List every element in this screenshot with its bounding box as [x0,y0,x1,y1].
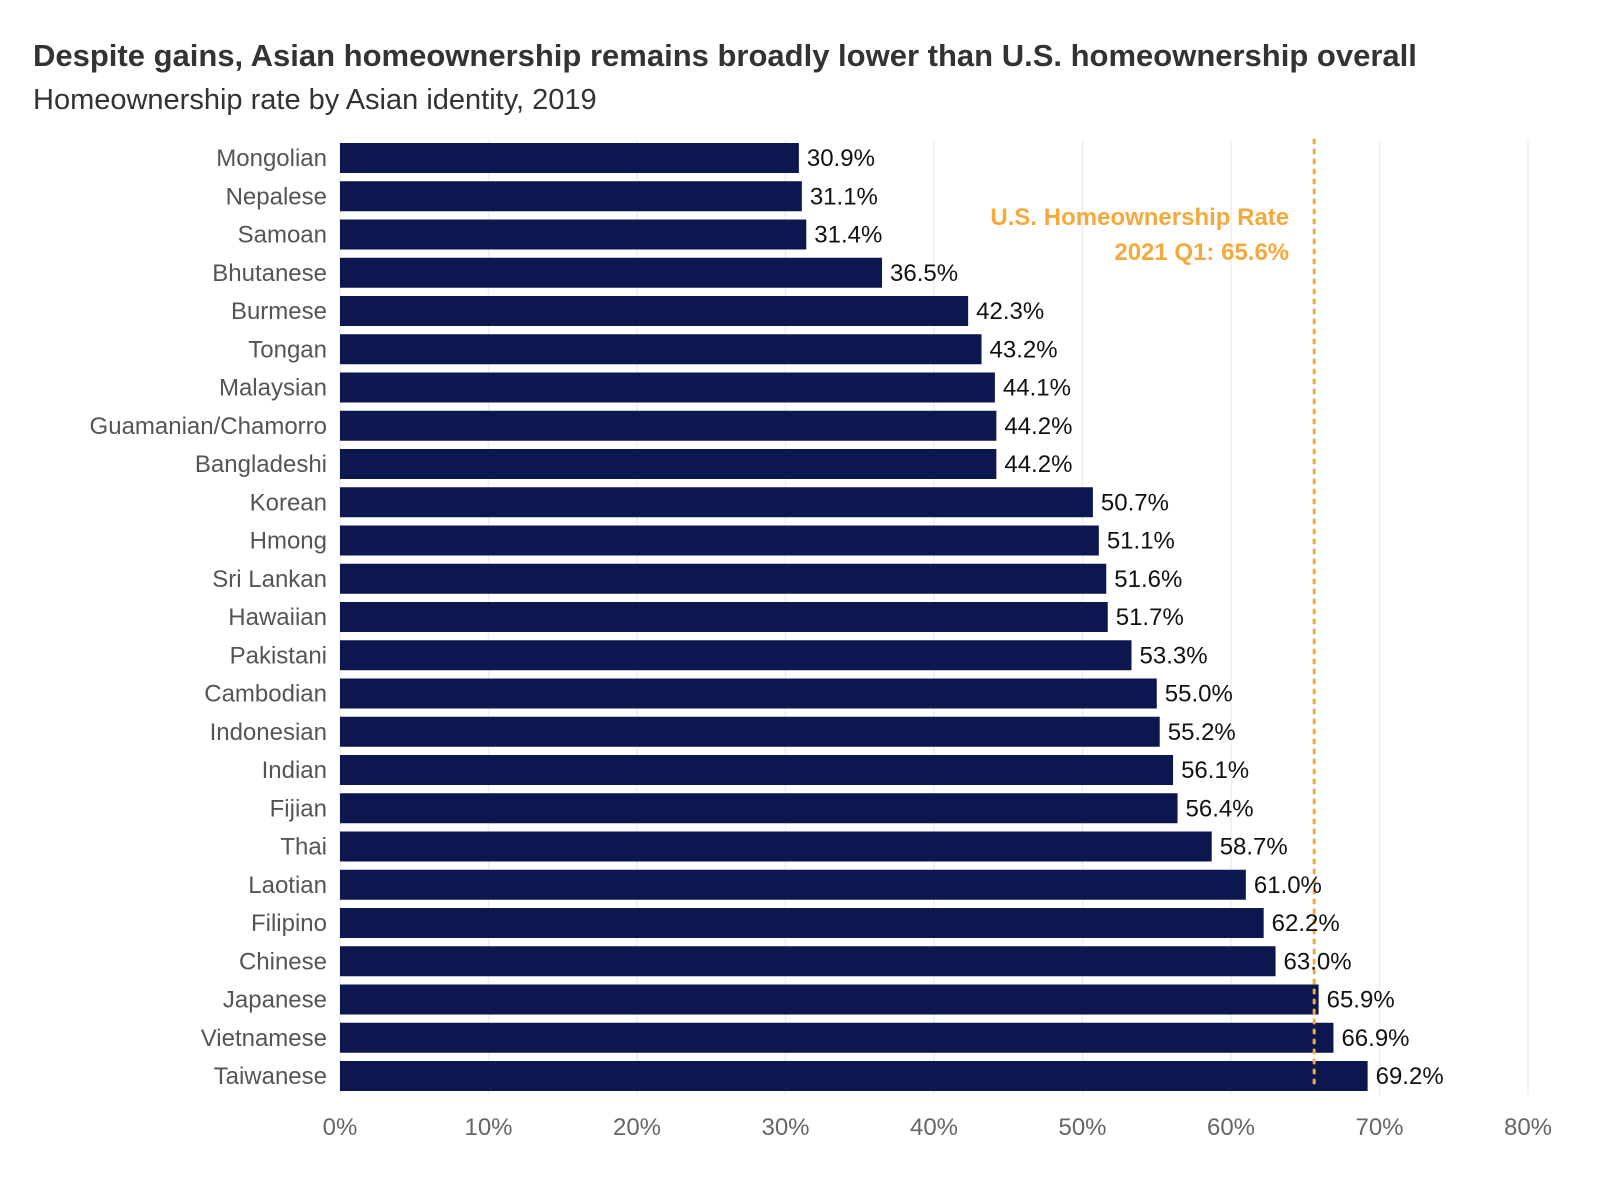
category-label-bangladeshi: Bangladeshi [195,451,327,478]
value-label-pakistani: 53.3% [1140,642,1208,669]
value-label-bangladeshi: 44.2% [1004,451,1072,478]
bar-thai [340,831,1212,862]
bar-nepalese [340,181,802,212]
value-label-mongolian: 30.9% [807,145,875,172]
category-label-laotian: Laotian [248,872,327,899]
value-label-taiwanese: 69.2% [1376,1063,1444,1090]
category-label-sri-lankan: Sri Lankan [212,566,327,593]
category-label-japanese: Japanese [223,987,327,1014]
category-label-vietnamese: Vietnamese [201,1025,327,1052]
x-tick-label-40: 40% [910,1114,958,1141]
x-tick-label-30: 30% [761,1114,809,1141]
value-label-hmong: 51.1% [1107,528,1175,555]
value-label-filipino: 62.2% [1272,910,1340,937]
bar-bangladeshi [340,449,997,479]
bar-samoan [340,219,807,250]
bar-malaysian [340,372,995,403]
category-label-tongan: Tongan [248,336,327,363]
chart-subtitle: Homeownership rate by Asian identity, 20… [33,84,597,116]
bar-chinese [340,946,1276,977]
x-tick-label-50: 50% [1058,1114,1106,1141]
category-label-hmong: Hmong [250,528,327,555]
category-label-chinese: Chinese [239,948,327,975]
category-label-pakistani: Pakistani [230,642,327,669]
bar-guamanian-chamorro [340,410,997,441]
bar-hawaiian [340,602,1108,632]
x-tick-label-80: 80% [1504,1114,1552,1141]
reference-label-line2: 2021 Q1: 65.6% [1114,239,1289,266]
category-label-guamanian-chamorro: Guamanian/Chamorro [90,413,327,440]
value-label-bhutanese: 36.5% [890,260,958,287]
bar-filipino [340,908,1264,938]
category-label-malaysian: Malaysian [219,375,327,402]
value-label-thai: 58.7% [1220,834,1288,861]
category-label-taiwanese: Taiwanese [214,1063,327,1090]
bar-hmong [340,525,1099,556]
value-label-fijian: 56.4% [1186,795,1254,822]
value-label-chinese: 63.0% [1284,948,1352,975]
reference-label-line1: U.S. Homeownership Rate [990,204,1289,231]
labels: 0% 10% 20% 30% 40% 50% 60% 70% 80% Mongolian 30.9%… [90,145,1552,1141]
category-label-indian: Indian [262,757,327,784]
bar-pakistani [340,640,1132,671]
value-label-nepalese: 31.1% [810,183,878,210]
x-tick-label-10: 10% [464,1114,512,1141]
value-label-sri-lankan: 51.6% [1114,566,1182,593]
bar-fijian [340,793,1178,824]
category-label-nepalese: Nepalese [226,183,327,210]
category-label-samoan: Samoan [238,222,327,249]
bar-taiwanese [340,1061,1368,1091]
bars [340,143,1368,1091]
value-label-japanese: 65.9% [1327,987,1395,1014]
value-label-laotian: 61.0% [1254,872,1322,899]
bar-tongan [340,334,982,365]
value-label-burmese: 42.3% [976,298,1044,325]
bar-indonesian [340,716,1160,747]
category-label-burmese: Burmese [231,298,327,325]
category-label-mongolian: Mongolian [216,145,327,172]
category-label-thai: Thai [280,834,327,861]
bar-burmese [340,296,969,326]
value-label-vietnamese: 66.9% [1341,1025,1409,1052]
bar-korean [340,487,1093,518]
value-label-tongan: 43.2% [990,336,1058,363]
value-label-indian: 56.1% [1181,757,1249,784]
chart-title: Despite gains, Asian homeownership remai… [33,38,1417,73]
category-label-fijian: Fijian [270,795,327,822]
category-label-filipino: Filipino [251,910,327,937]
value-label-korean: 50.7% [1101,489,1169,516]
value-label-cambodian: 55.0% [1165,681,1233,708]
value-label-hawaiian: 51.7% [1116,604,1184,631]
category-label-korean: Korean [250,489,327,516]
category-label-indonesian: Indonesian [210,719,327,746]
reference-line-group: U.S. Homeownership Rate 2021 Q1: 65.6% [990,138,1316,1092]
value-label-guamanian-chamorro: 44.2% [1004,413,1072,440]
x-tick-label-70: 70% [1355,1114,1403,1141]
x-tick-label-20: 20% [613,1114,661,1141]
bar-indian [340,755,1174,785]
bar-vietnamese [340,1022,1334,1053]
bar-mongolian [340,143,799,173]
category-label-hawaiian: Hawaiian [228,604,327,631]
bar-japanese [340,984,1319,1015]
x-tick-label-60: 60% [1207,1114,1255,1141]
bar-sri-lankan [340,563,1107,594]
x-tick-label-0: 0% [323,1114,358,1141]
bar-bhutanese [340,257,883,288]
value-label-malaysian: 44.1% [1003,375,1071,402]
category-label-bhutanese: Bhutanese [212,260,327,287]
category-label-cambodian: Cambodian [204,681,327,708]
bar-cambodian [340,678,1157,709]
value-label-samoan: 31.4% [814,222,882,249]
value-label-indonesian: 55.2% [1168,719,1236,746]
bar-laotian [340,869,1246,900]
